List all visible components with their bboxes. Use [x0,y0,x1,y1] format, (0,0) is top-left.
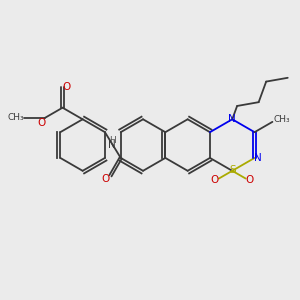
Text: N: N [254,153,261,163]
Text: O: O [101,174,110,184]
Text: O: O [62,82,70,92]
Text: O: O [211,175,219,184]
Text: H: H [110,136,116,145]
Text: S: S [229,165,236,175]
Text: O: O [38,118,46,128]
Text: O: O [245,175,254,184]
Text: CH₃: CH₃ [8,113,25,122]
Text: CH₃: CH₃ [273,116,290,124]
Text: N: N [228,114,236,124]
Text: N: N [108,140,116,150]
